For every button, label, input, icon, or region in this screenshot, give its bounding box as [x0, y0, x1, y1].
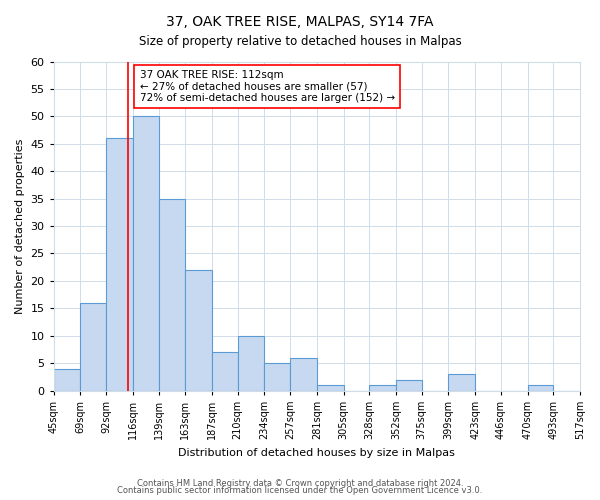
- Bar: [265, 363, 290, 390]
- Bar: [212, 352, 238, 391]
- Bar: [158, 198, 185, 390]
- Text: Size of property relative to detached houses in Malpas: Size of property relative to detached ho…: [139, 35, 461, 48]
- Bar: [290, 358, 317, 390]
- Y-axis label: Number of detached properties: Number of detached properties: [15, 138, 25, 314]
- Bar: [185, 270, 212, 390]
- Bar: [133, 116, 158, 390]
- Bar: [238, 336, 265, 390]
- Text: Contains public sector information licensed under the Open Government Licence v3: Contains public sector information licen…: [118, 486, 482, 495]
- Bar: [396, 380, 422, 390]
- Bar: [369, 385, 396, 390]
- X-axis label: Distribution of detached houses by size in Malpas: Distribution of detached houses by size …: [178, 448, 455, 458]
- Text: Contains HM Land Registry data © Crown copyright and database right 2024.: Contains HM Land Registry data © Crown c…: [137, 478, 463, 488]
- Bar: [527, 385, 553, 390]
- Text: 37, OAK TREE RISE, MALPAS, SY14 7FA: 37, OAK TREE RISE, MALPAS, SY14 7FA: [166, 15, 434, 29]
- Bar: [106, 138, 133, 390]
- Bar: [54, 368, 80, 390]
- Bar: [448, 374, 475, 390]
- Bar: [317, 385, 344, 390]
- Text: 37 OAK TREE RISE: 112sqm
← 27% of detached houses are smaller (57)
72% of semi-d: 37 OAK TREE RISE: 112sqm ← 27% of detach…: [140, 70, 395, 103]
- Bar: [80, 303, 106, 390]
